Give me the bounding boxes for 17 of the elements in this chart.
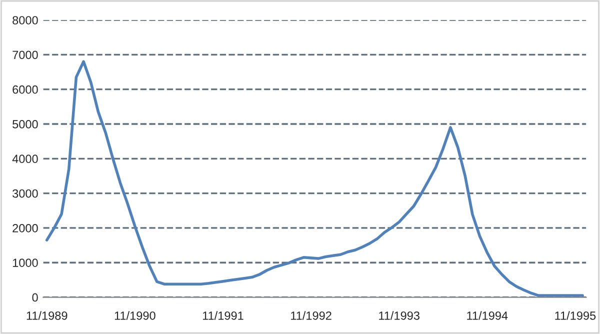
line-series (45, 60, 584, 297)
y-tick-label: 6000 (12, 85, 38, 94)
y-tick-label: 4000 (12, 154, 38, 164)
y-tick-label: 7000 (12, 50, 38, 60)
x-tick-label: 11/1989 (26, 311, 68, 320)
y-tick-label: 1000 (12, 258, 38, 267)
y-tick-label: 5000 (12, 120, 38, 128)
y-tick-label: 8000 (12, 16, 38, 24)
y-tick-label: 0 (32, 293, 38, 302)
x-tick-label: 11/1993 (379, 311, 420, 320)
x-tick-label: 11/1995 (555, 311, 596, 320)
y-tick-label: 2000 (12, 224, 38, 232)
x-tick-label: 11/1990 (114, 311, 156, 320)
x-tick-label: 11/1991 (202, 311, 244, 320)
x-tick-label: 11/1994 (467, 311, 508, 320)
y-tick-label: 3000 (12, 189, 38, 198)
x-tick-label: 11/1992 (291, 311, 332, 320)
